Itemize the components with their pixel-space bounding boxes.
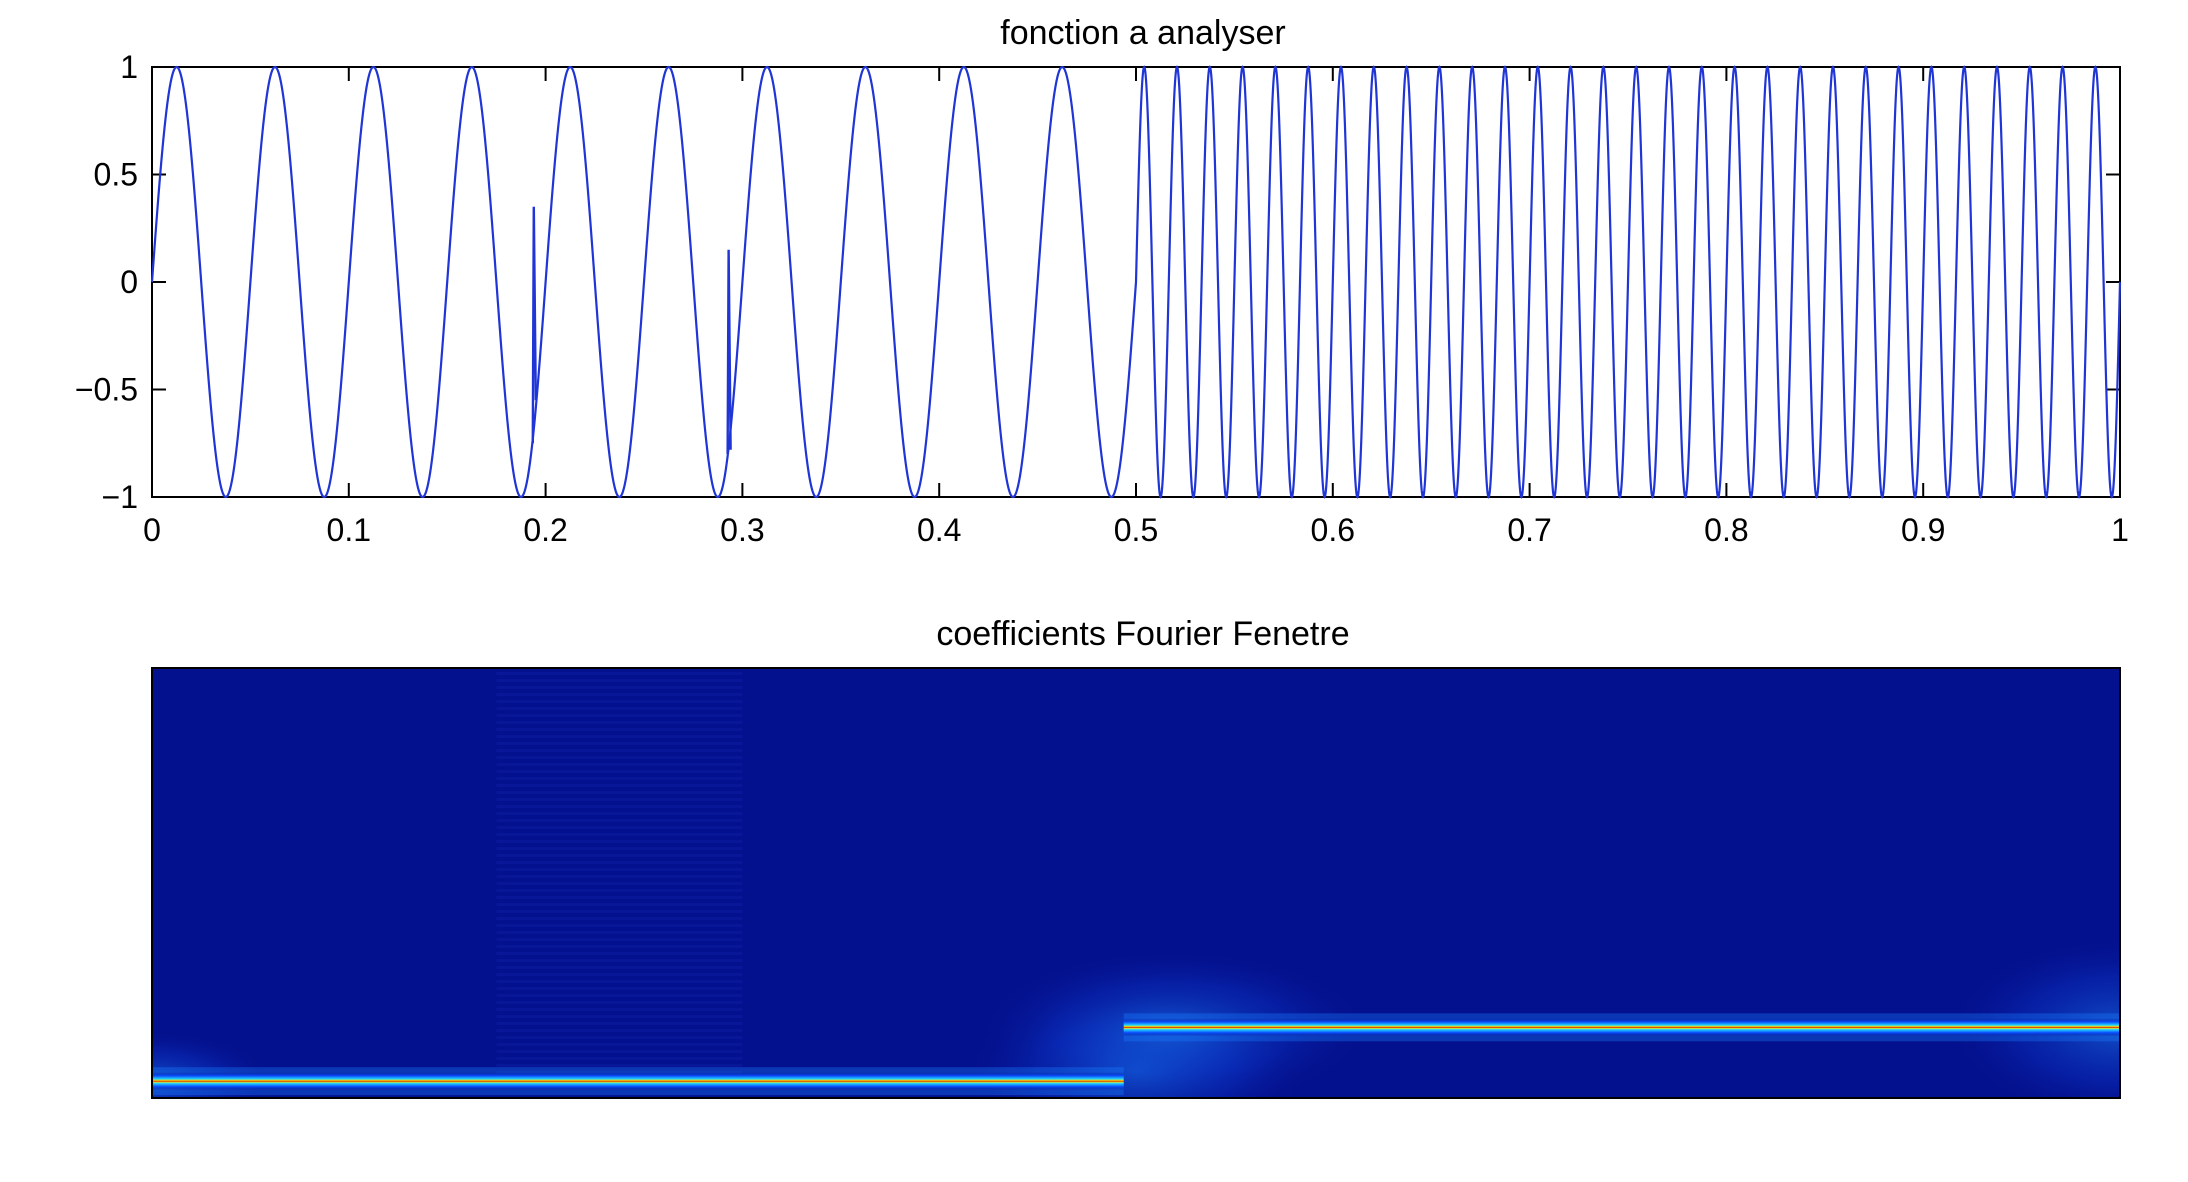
heatmap-stripe bbox=[496, 1057, 743, 1060]
x-tick-label: 0.3 bbox=[720, 512, 764, 548]
heatmap-stripe bbox=[496, 770, 743, 773]
heatmap-stripe bbox=[496, 889, 743, 892]
heatmap-stripe bbox=[496, 833, 743, 836]
heatmap-stripe bbox=[496, 938, 743, 941]
heatmap-stripe bbox=[496, 1008, 743, 1011]
heatmap-stripe bbox=[496, 910, 743, 913]
heatmap-axes-box bbox=[151, 667, 2121, 1099]
x-tick-label: 0.5 bbox=[1114, 512, 1158, 548]
heatmap-stripe bbox=[496, 973, 743, 976]
x-tick-label: 0.6 bbox=[1311, 512, 1355, 548]
heatmap-stripe bbox=[496, 805, 743, 808]
x-tick-label: 0.2 bbox=[523, 512, 567, 548]
heatmap-stripe bbox=[496, 903, 743, 906]
heatmap-stripe bbox=[496, 987, 743, 990]
heatmap-image bbox=[152, 668, 2120, 1098]
y-tick-label: −0.5 bbox=[75, 372, 138, 408]
heatmap-stripes bbox=[496, 672, 743, 1074]
heatmap-stripe bbox=[496, 931, 743, 934]
heatmap-stripe bbox=[496, 784, 743, 787]
heatmap-stripe bbox=[496, 728, 743, 731]
heatmap-stripe bbox=[496, 707, 743, 710]
heatmap-stripe bbox=[496, 861, 743, 864]
heatmap-stripe bbox=[496, 1022, 743, 1025]
signal-line bbox=[150, 65, 2122, 499]
heatmap-stripe bbox=[496, 742, 743, 745]
x-tick-label: 1 bbox=[2111, 512, 2129, 548]
heatmap-stripe bbox=[496, 994, 743, 997]
heatmap-stripe bbox=[496, 847, 743, 850]
heatmap-stripe bbox=[496, 735, 743, 738]
heatmap-ridges bbox=[152, 1013, 2120, 1096]
heatmap-stripe bbox=[496, 917, 743, 920]
heatmap-glow-blob bbox=[1947, 936, 2120, 1098]
heatmap-stripe bbox=[496, 791, 743, 794]
x-tick-label: 0.7 bbox=[1507, 512, 1551, 548]
heatmap-stripe bbox=[496, 945, 743, 948]
heatmap-stripe bbox=[496, 812, 743, 815]
heatmap-stripe bbox=[496, 1064, 743, 1067]
heatmap-stripe bbox=[496, 1036, 743, 1039]
line-chart: fonction a analyser 0 0.1 0.2 0.3 0.4 0.5 0.6 0… bbox=[75, 14, 2129, 548]
heatmap-stripe bbox=[496, 798, 743, 801]
heatmap-stripe bbox=[496, 679, 743, 682]
heatmap-stripe bbox=[496, 749, 743, 752]
heatmap-stripe bbox=[496, 959, 743, 962]
y-tick-label: −1 bbox=[102, 479, 138, 515]
ridge bbox=[152, 1072, 1124, 1091]
heatmap-stripe bbox=[496, 1050, 743, 1053]
heatmap-stripe bbox=[496, 693, 743, 696]
signal-glitch bbox=[726, 249, 732, 455]
heatmap-title: coefficients Fourier Fenetre bbox=[936, 615, 1349, 653]
heatmap-stripe bbox=[496, 714, 743, 717]
heatmap-stripe bbox=[496, 700, 743, 703]
heatmap-stripe bbox=[496, 966, 743, 969]
heatmap-stripe bbox=[496, 952, 743, 955]
heatmap-stripe bbox=[496, 1001, 743, 1004]
heatmap-stripe bbox=[496, 840, 743, 843]
heatmap-stripe bbox=[496, 924, 743, 927]
heatmap-stripe bbox=[496, 1043, 743, 1046]
heatmap-stripe bbox=[496, 875, 743, 878]
line-chart-ticks: 0 0.1 0.2 0.3 0.4 0.5 0.6 0.7 0.8 0.9 1 −1 −0.5 0 0.5 1 bbox=[75, 49, 2129, 548]
line-chart-title: fonction a analyser bbox=[1000, 14, 1285, 52]
x-tick-label: 0.9 bbox=[1901, 512, 1945, 548]
heatmap-stripe bbox=[496, 1029, 743, 1032]
heatmap-stripe bbox=[496, 777, 743, 780]
heatmap-stripe bbox=[496, 868, 743, 871]
signal-glitches bbox=[531, 206, 732, 455]
heatmap-stripe bbox=[496, 686, 743, 689]
heatmap-stripe bbox=[496, 763, 743, 766]
heatmap-chart: coefficients Fourier Fenetre bbox=[151, 615, 2121, 1099]
ridge bbox=[1123, 1018, 2120, 1037]
y-tick-label: 0.5 bbox=[94, 157, 138, 193]
x-tick-label: 0 bbox=[143, 512, 161, 548]
signal-glitch bbox=[531, 206, 537, 444]
y-tick-label: 0 bbox=[120, 264, 138, 300]
heatmap-stripe bbox=[496, 1015, 743, 1018]
heatmap-stripe bbox=[496, 721, 743, 724]
heatmap-stripe bbox=[496, 819, 743, 822]
heatmap-stripe bbox=[496, 826, 743, 829]
x-tick-label: 0.8 bbox=[1704, 512, 1748, 548]
heatmap-stripe bbox=[496, 882, 743, 885]
x-tick-label: 0.1 bbox=[327, 512, 371, 548]
heatmap-stripe bbox=[496, 672, 743, 675]
y-tick-label: 1 bbox=[120, 49, 138, 85]
heatmap-stripe bbox=[496, 896, 743, 899]
x-tick-label: 0.4 bbox=[917, 512, 961, 548]
heatmap-stripe bbox=[496, 980, 743, 983]
heatmap-stripe bbox=[496, 756, 743, 759]
heatmap-stripe bbox=[496, 854, 743, 857]
